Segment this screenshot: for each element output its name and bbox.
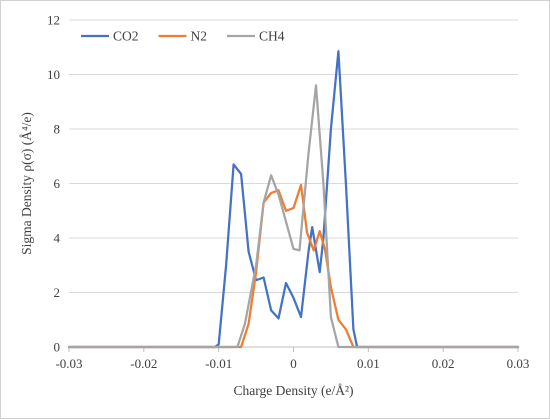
x-tick-label: -0.01 xyxy=(205,356,232,371)
y-tick-label: 4 xyxy=(54,231,61,246)
tick-labels: 0 2 4 6 8 10 12 -0.03 -0.02 -0.01 0 0.01 0.02 0.03 xyxy=(47,13,529,372)
y-tick-label: 8 xyxy=(54,122,61,137)
legend-label-n2: N2 xyxy=(191,29,208,44)
legend-label-co2: CO2 xyxy=(113,29,139,44)
x-tick-label: -0.03 xyxy=(55,356,82,371)
y-tick-label: 12 xyxy=(47,13,60,28)
x-tick-label: 0 xyxy=(290,356,297,371)
legend-label-ch4: CH4 xyxy=(259,29,285,44)
x-tick-label: -0.02 xyxy=(130,356,157,371)
y-tick-label: 6 xyxy=(54,176,61,191)
series-line-co2 xyxy=(67,50,520,349)
series-line-ch4 xyxy=(67,84,520,349)
y-tick-label: 10 xyxy=(47,67,60,82)
series-line-n2 xyxy=(67,183,520,349)
x-tick-label: 0.03 xyxy=(507,356,530,371)
y-tick-label: 0 xyxy=(54,340,61,355)
legend: CO2 N2 CH4 xyxy=(81,29,285,44)
series-lines xyxy=(67,50,520,349)
gridlines xyxy=(69,19,518,293)
x-axis-title: Charge Density (e/Å²) xyxy=(233,383,353,398)
x-tick-label: 0.01 xyxy=(357,356,380,371)
y-axis-title: Sigma Density ρ(σ) (Å⁴/e) xyxy=(19,112,34,255)
x-tick-label: 0.02 xyxy=(432,356,455,371)
y-tick-label: 2 xyxy=(54,285,61,300)
